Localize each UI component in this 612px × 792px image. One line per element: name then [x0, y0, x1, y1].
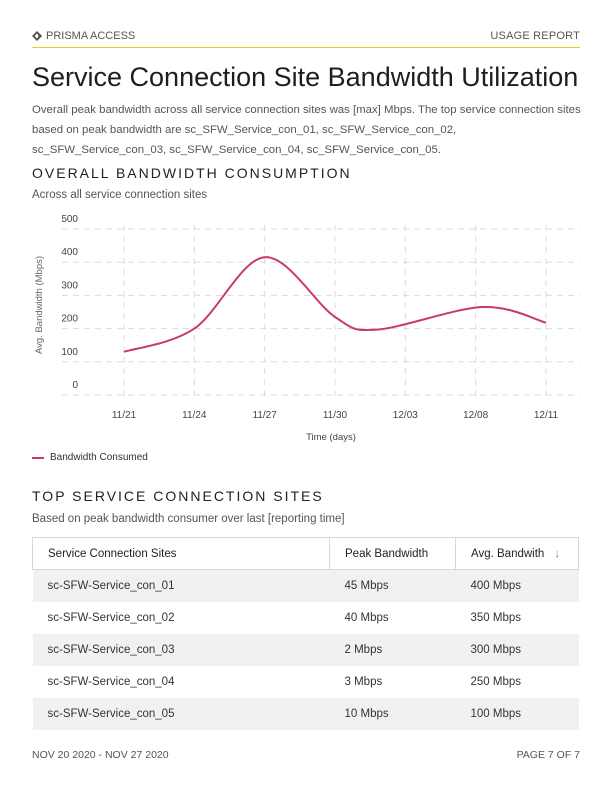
x-tick-label: 12/11 [534, 410, 559, 421]
x-tick-label: 12/03 [393, 410, 418, 421]
avg-bandwidth-cell: 250 Mbps [455, 666, 579, 698]
x-tick-label: 12/08 [463, 410, 488, 421]
table-header-row: Service Connection Sites Peak Bandwidth … [32, 537, 579, 570]
section-heading-bandwidth: OVERALL BANDWIDTH CONSUMPTION [32, 165, 352, 181]
peak-bandwidth-cell: 2 Mbps [329, 634, 456, 666]
footer-page-number: PAGE 7 OF 7 [516, 749, 580, 761]
prisma-logo-icon [32, 31, 42, 41]
section-heading-top-sites: TOP SERVICE CONNECTION SITES [32, 488, 324, 504]
chart-legend: Bandwidth Consumed [32, 452, 148, 463]
top-sites-table: Service Connection Sites Peak Bandwidth … [32, 537, 579, 730]
site-name-cell: sc-SFW-Service_con_02 [32, 602, 330, 634]
peak-bandwidth-cell: 3 Mbps [329, 666, 456, 698]
series-line-bandwidth-consumed [123, 256, 547, 353]
brand-name: PRISMA ACCESS [46, 30, 136, 42]
peak-bandwidth-cell: 40 Mbps [329, 602, 456, 634]
legend-swatch [32, 456, 44, 459]
report-type-label: USAGE REPORT [490, 30, 580, 42]
avg-bandwidth-cell: 300 Mbps [455, 634, 579, 666]
page-title: Service Connection Site Bandwidth Utiliz… [32, 62, 579, 92]
y-tick-label: 500 [61, 214, 78, 225]
table-row: sc-SFW-Service_con_04 3 Mbps 250 Mbps [32, 666, 579, 698]
sort-down-arrow-icon[interactable]: ↓ [554, 547, 560, 560]
y-tick-label: 300 [61, 280, 78, 291]
column-header-sites[interactable]: Service Connection Sites [32, 537, 330, 570]
site-name-cell: sc-SFW-Service_con_04 [32, 666, 330, 698]
y-tick-label: 200 [61, 314, 78, 325]
footer-date-range: NOV 20 2020 - NOV 27 2020 [32, 749, 169, 761]
brand: PRISMA ACCESS [32, 30, 135, 42]
avg-bandwidth-cell: 400 Mbps [455, 569, 579, 602]
table-row: sc-SFW-Service_con_02 40 Mbps 350 Mbps [32, 602, 579, 634]
y-axis-label: Avg. Bandwidth (Mbps) [34, 256, 45, 354]
section-subheading-bandwidth: Across all service connection sites [32, 189, 208, 201]
site-name-cell: sc-SFW-Service_con_05 [32, 698, 330, 730]
summary-text: Overall peak bandwidth across all servic… [32, 104, 581, 156]
column-header-sites-label: Service Connection Sites [48, 547, 177, 560]
site-name-cell: sc-SFW-Service_con_01 [32, 569, 330, 602]
site-name-cell: sc-SFW-Service_con_03 [32, 634, 330, 666]
column-header-avg-label: Avg. Bandwith [471, 547, 545, 560]
legend-label: Bandwidth Consumed [50, 452, 148, 463]
peak-bandwidth-cell: 10 Mbps [329, 698, 456, 730]
table-row: sc-SFW-Service_con_03 2 Mbps 300 Mbps [32, 634, 579, 666]
x-axis-label: Time (days) [306, 432, 356, 443]
avg-bandwidth-cell: 100 Mbps [455, 698, 579, 730]
peak-bandwidth-cell: 45 Mbps [329, 569, 456, 602]
table-row: sc-SFW-Service_con_05 10 Mbps 100 Mbps [32, 698, 579, 730]
y-tick-label: 100 [61, 347, 78, 358]
avg-bandwidth-cell: 350 Mbps [455, 602, 579, 634]
section-subheading-top-sites: Based on peak bandwidth consumer over la… [32, 513, 345, 525]
y-tick-label: 0 [72, 380, 78, 391]
report-header: PRISMA ACCESS USAGE REPORT [32, 30, 580, 48]
x-tick-label: 11/21 [112, 410, 137, 421]
column-header-peak[interactable]: Peak Bandwidth [329, 537, 456, 570]
column-header-peak-label: Peak Bandwidth [345, 547, 429, 560]
x-tick-label: 11/27 [253, 410, 278, 421]
y-tick-label: 400 [61, 247, 78, 258]
x-tick-label: 11/30 [323, 410, 348, 421]
bandwidth-line-chart: 0 100 200 300 400 500 11/21 11/24 11/27 11/30 12/0… [34, 214, 580, 443]
table-row: sc-SFW-Service_con_01 45 Mbps 400 Mbps [32, 569, 579, 602]
column-header-avg[interactable]: Avg. Bandwith ↓ [455, 537, 579, 570]
x-tick-label: 11/24 [182, 410, 207, 421]
